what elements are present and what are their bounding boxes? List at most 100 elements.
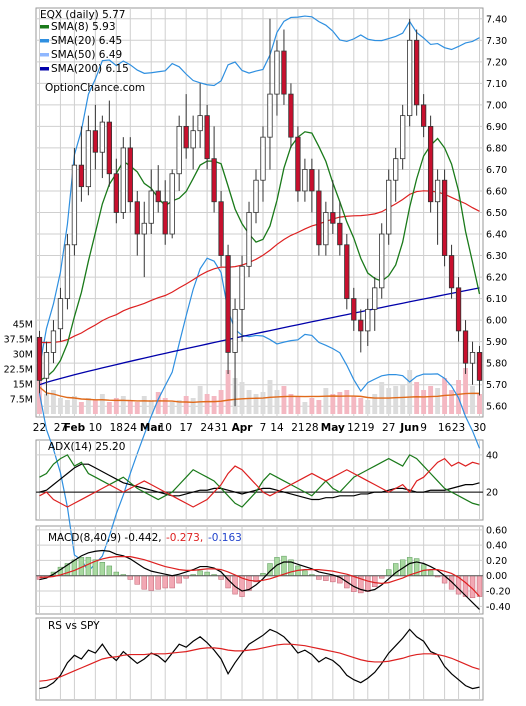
macd-tick-label: -0.20	[486, 587, 511, 598]
price-tick-label: 7.40	[486, 14, 507, 25]
candle-body	[176, 125, 182, 175]
volume-bar	[274, 390, 280, 414]
price-tick-label: 5.90	[486, 337, 507, 348]
x-tick-label: 12	[347, 422, 360, 434]
price-tick-label: 6.10	[486, 294, 507, 305]
candle-body	[78, 164, 85, 188]
volume-tick-label: 7.5M	[10, 395, 33, 406]
candle-body	[162, 201, 168, 235]
x-tick-label: 19	[361, 422, 374, 434]
price-tick-label: 6.40	[486, 230, 507, 241]
price-tick-label: 6.70	[486, 165, 507, 176]
volume-tick-label: 15M	[13, 380, 33, 391]
volume-bar	[407, 370, 413, 414]
candle-body	[330, 212, 336, 224]
volume-bar	[239, 382, 245, 414]
price-tick-label: 5.80	[486, 359, 507, 370]
x-tick-label: 10	[89, 422, 102, 434]
price-tick-label: 6.60	[486, 186, 507, 197]
volume-bar	[421, 390, 427, 414]
volume-bar	[281, 386, 287, 414]
macd-histogram-bar	[365, 575, 371, 592]
candle-body	[43, 352, 50, 379]
volume-bar	[211, 396, 217, 414]
candle-body	[232, 308, 238, 353]
candle-body	[36, 336, 43, 381]
x-tick-label: 24	[200, 422, 214, 434]
volume-bar	[477, 394, 482, 414]
macd-series-line	[39, 556, 480, 597]
candle-body	[64, 244, 71, 300]
macd-histogram-bar	[176, 575, 182, 584]
volume-bar	[99, 394, 105, 414]
candle-body	[337, 222, 343, 246]
candle-body	[190, 130, 196, 149]
macd-hist-label: -0.163	[208, 532, 242, 544]
x-tick-label: 7	[260, 422, 267, 434]
macd-histogram-bar	[169, 575, 175, 589]
x-tick-label: 16	[438, 422, 452, 434]
candle-body	[134, 201, 140, 235]
x-tick-label: 31	[214, 422, 227, 434]
volume-bar	[106, 402, 112, 414]
macd-label: MACD(8,40,9) -0.442,	[48, 532, 162, 544]
legend-swatch	[40, 53, 49, 57]
candle-body	[155, 190, 161, 203]
volume-bar	[316, 400, 322, 414]
adx-label: ADX(14) 25.20	[48, 441, 125, 453]
candle-body	[281, 50, 287, 95]
x-tick-label: 24	[124, 422, 138, 434]
macd-histogram-bar	[106, 565, 113, 576]
candle-body	[50, 330, 57, 353]
volume-bar	[155, 392, 161, 414]
legend-swatch	[40, 25, 49, 29]
candle-body	[302, 169, 308, 192]
macd-histogram-bar	[162, 575, 168, 589]
upper-band-line	[38, 15, 480, 368]
x-tick-label: 21	[291, 422, 304, 434]
volume-bar	[51, 390, 56, 414]
legend-entry: SMA(20) 6.45	[51, 35, 122, 47]
candle-body	[253, 179, 259, 213]
volume-bar	[204, 394, 210, 414]
macd-histogram-bar	[99, 562, 106, 576]
volume-bar	[309, 398, 315, 414]
volume-bar	[64, 400, 70, 414]
volume-bar	[463, 368, 468, 414]
watermark: OptionChance.com	[45, 82, 145, 94]
volume-bar	[190, 398, 196, 414]
x-tick-label: 28	[305, 422, 318, 434]
x-tick-label: 9	[420, 422, 427, 434]
candle-body	[358, 319, 364, 332]
adx-tick-label: 20	[486, 488, 498, 499]
macd-histogram-bar	[204, 571, 210, 576]
volume-bar	[218, 390, 224, 414]
x-tick-label: 27	[382, 422, 395, 434]
candle-body	[316, 190, 322, 246]
candle-body	[85, 130, 92, 188]
candle-body	[239, 265, 245, 310]
x-tick-label: 30	[473, 422, 486, 434]
volume-bar	[428, 386, 434, 414]
x-tick-label: May	[321, 422, 345, 434]
adx-series-line	[39, 457, 480, 508]
candle-body	[323, 212, 329, 246]
adx-tick-label: 40	[486, 450, 498, 461]
volume-bar	[44, 394, 49, 414]
candle-body	[448, 255, 455, 289]
volume-bar	[372, 394, 378, 414]
volume-bar	[162, 398, 168, 414]
price-tick-label: 6.30	[486, 251, 507, 262]
candle-body	[106, 121, 112, 175]
volume-bar	[470, 386, 475, 414]
legend-swatch	[40, 67, 49, 71]
volume-bar	[365, 400, 371, 414]
macd-tick-label: 0.20	[486, 556, 507, 567]
volume-tick-label: 30M	[13, 350, 33, 361]
volume-bar	[449, 390, 455, 414]
sma200-line	[39, 287, 480, 386]
volume-bar	[288, 394, 294, 414]
volume-bar	[78, 402, 84, 414]
price-tick-label: 6.20	[486, 273, 507, 284]
